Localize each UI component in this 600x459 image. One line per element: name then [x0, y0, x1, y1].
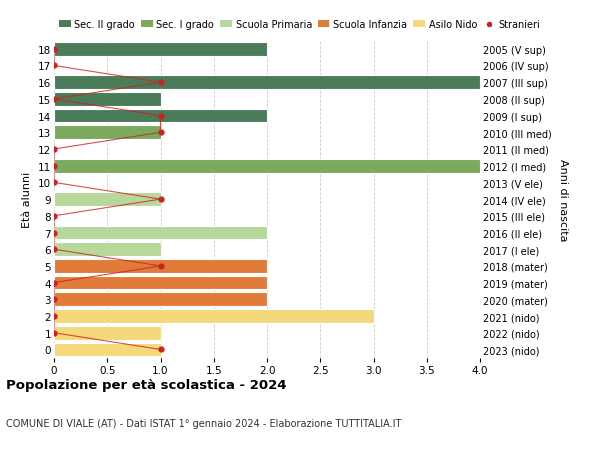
- Bar: [54, 226, 267, 240]
- Bar: [54, 276, 267, 290]
- Bar: [54, 126, 161, 140]
- Bar: [54, 110, 267, 123]
- Bar: [54, 343, 161, 357]
- Bar: [54, 309, 373, 323]
- Text: COMUNE DI VIALE (AT) - Dati ISTAT 1° gennaio 2024 - Elaborazione TUTTITALIA.IT: COMUNE DI VIALE (AT) - Dati ISTAT 1° gen…: [6, 418, 401, 428]
- Bar: [54, 43, 267, 56]
- Bar: [54, 93, 161, 106]
- Bar: [54, 76, 480, 90]
- Bar: [54, 259, 267, 273]
- Bar: [54, 293, 267, 307]
- Bar: [54, 326, 161, 340]
- Legend: Sec. II grado, Sec. I grado, Scuola Primaria, Scuola Infanzia, Asilo Nido, Stran: Sec. II grado, Sec. I grado, Scuola Prim…: [59, 20, 540, 30]
- Bar: [54, 159, 480, 173]
- Bar: [54, 193, 161, 207]
- Bar: [54, 243, 161, 257]
- Y-axis label: Anni di nascita: Anni di nascita: [558, 158, 568, 241]
- Y-axis label: Età alunni: Età alunni: [22, 172, 32, 228]
- Text: Popolazione per età scolastica - 2024: Popolazione per età scolastica - 2024: [6, 379, 287, 392]
